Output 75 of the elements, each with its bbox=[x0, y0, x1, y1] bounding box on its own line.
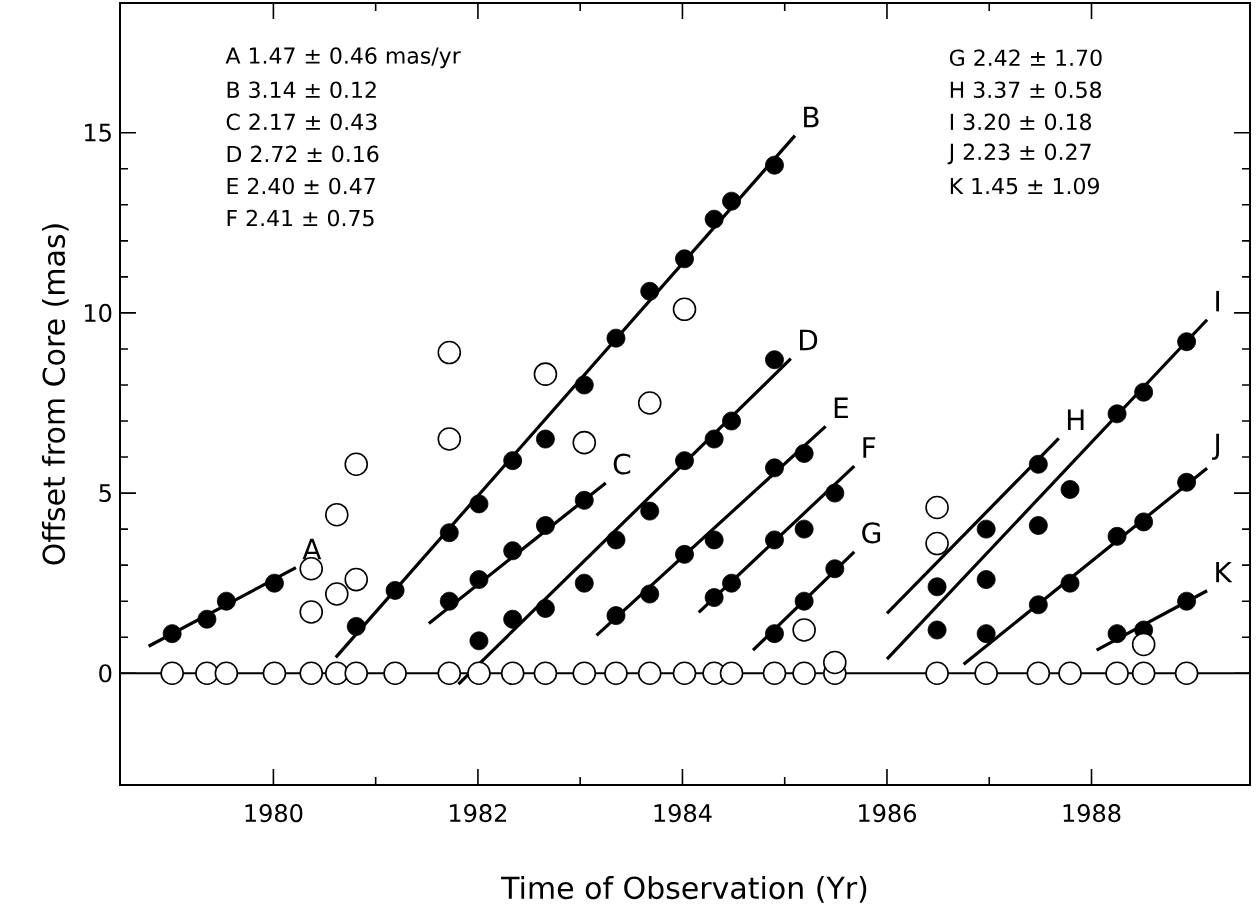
point bbox=[325, 502, 349, 527]
point bbox=[299, 661, 324, 686]
point bbox=[262, 661, 287, 686]
point bbox=[344, 452, 369, 477]
annotation: E bbox=[834, 397, 848, 419]
annotation: F bbox=[863, 437, 876, 458]
point bbox=[792, 618, 816, 642]
point bbox=[533, 362, 558, 386]
annotation: K 1.45 ± 1.09 bbox=[950, 177, 1099, 195]
annotation: H bbox=[1067, 409, 1084, 430]
point bbox=[344, 567, 369, 592]
point bbox=[383, 661, 407, 686]
x-axis-title: Time of Observation (Yr) bbox=[501, 875, 867, 903]
point bbox=[1105, 661, 1129, 686]
point bbox=[719, 661, 744, 686]
annotation: K bbox=[1216, 561, 1233, 583]
point bbox=[1131, 632, 1156, 657]
y-tick-label: 0 bbox=[99, 664, 112, 683]
x-tick-label: 1988 bbox=[1063, 804, 1121, 823]
point bbox=[533, 661, 558, 686]
annotation: F 2.41 ± 0.75 bbox=[227, 209, 374, 227]
annotation: D bbox=[800, 329, 818, 351]
point bbox=[572, 430, 597, 455]
point bbox=[792, 661, 816, 686]
y-axis-title: Offset from Core (mas) bbox=[41, 224, 69, 565]
point bbox=[637, 661, 662, 686]
point bbox=[299, 600, 324, 624]
annotation: H 3.37 ± 0.58 bbox=[950, 81, 1102, 99]
annotation: A bbox=[302, 538, 322, 560]
point bbox=[1026, 661, 1051, 686]
point bbox=[214, 661, 239, 686]
annotation: G 2.42 ± 1.70 bbox=[949, 49, 1102, 67]
point bbox=[925, 495, 949, 520]
annotation: J 2.23 ± 0.27 bbox=[947, 143, 1091, 165]
point bbox=[637, 391, 662, 415]
point bbox=[604, 661, 628, 686]
point bbox=[467, 661, 491, 686]
point bbox=[344, 661, 369, 686]
annotation: G bbox=[862, 522, 881, 544]
x-tick-label: 1980 bbox=[245, 804, 303, 823]
point bbox=[437, 340, 462, 365]
point bbox=[500, 661, 525, 686]
point bbox=[925, 661, 949, 686]
point bbox=[572, 661, 597, 686]
x-tick-label: 1984 bbox=[654, 804, 712, 823]
annotation: J bbox=[1212, 433, 1219, 460]
x-tick-label: 1986 bbox=[859, 804, 916, 823]
y-tick-label: 5 bbox=[99, 484, 111, 503]
point bbox=[437, 661, 462, 686]
point bbox=[1131, 661, 1156, 686]
y-tick-label: 10 bbox=[85, 303, 112, 322]
annotation: B 3.14 ± 0.12 bbox=[227, 81, 376, 99]
point bbox=[925, 531, 949, 556]
point bbox=[1058, 661, 1082, 686]
annotation: C 2.17 ± 0.43 bbox=[226, 113, 377, 131]
point bbox=[672, 661, 697, 686]
y-tick-label: 15 bbox=[85, 123, 111, 142]
annotation: B bbox=[804, 106, 819, 128]
point bbox=[437, 427, 462, 451]
annotation: D 2.72 ± 0.16 bbox=[227, 145, 379, 163]
annotation: I 3.20 ± 0.18 bbox=[950, 113, 1092, 131]
annotation: I bbox=[1216, 290, 1219, 312]
point bbox=[672, 297, 697, 322]
point bbox=[160, 661, 184, 686]
annotation: C bbox=[613, 453, 631, 475]
annotation: A 1.47 ± 0.46 mas/yr bbox=[225, 47, 461, 69]
point bbox=[325, 582, 349, 606]
point bbox=[762, 661, 787, 686]
point bbox=[195, 661, 219, 686]
annotation: E 2.40 ± 0.47 bbox=[227, 177, 375, 195]
point bbox=[1174, 661, 1199, 686]
point bbox=[325, 661, 349, 686]
point bbox=[823, 650, 847, 675]
point bbox=[974, 661, 998, 686]
x-tick-label: 1982 bbox=[450, 804, 507, 823]
